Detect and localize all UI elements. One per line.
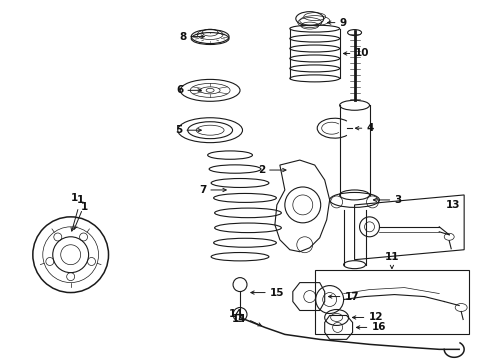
- Text: 16: 16: [371, 323, 386, 332]
- Text: 5: 5: [175, 125, 182, 135]
- Text: 11: 11: [385, 252, 399, 262]
- Text: 7: 7: [199, 185, 206, 195]
- Text: 14: 14: [231, 314, 246, 324]
- Text: 8: 8: [179, 32, 186, 41]
- Text: 12: 12: [368, 312, 383, 323]
- Text: 15: 15: [270, 288, 284, 298]
- Text: 1: 1: [77, 195, 84, 205]
- Text: 1: 1: [81, 202, 88, 212]
- Text: 4: 4: [367, 123, 374, 133]
- Text: 2: 2: [258, 165, 265, 175]
- Text: 14: 14: [228, 310, 243, 319]
- Text: 10: 10: [355, 49, 369, 58]
- Text: 9: 9: [340, 18, 347, 28]
- Text: 13: 13: [446, 200, 461, 210]
- Text: 1: 1: [71, 193, 78, 203]
- Text: 6: 6: [176, 85, 183, 95]
- Text: 17: 17: [344, 292, 359, 302]
- Text: 3: 3: [394, 195, 402, 205]
